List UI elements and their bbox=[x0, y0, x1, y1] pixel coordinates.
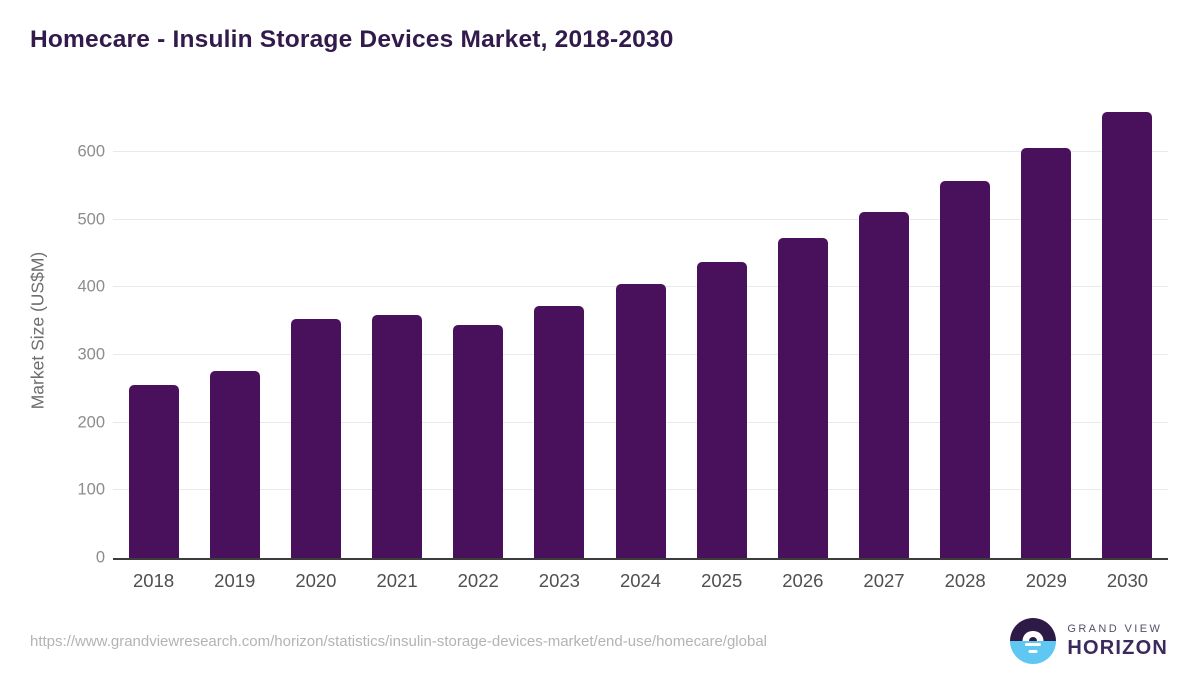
source-url: https://www.grandviewresearch.com/horizo… bbox=[30, 633, 767, 650]
x-tick-label-2023: 2023 bbox=[538, 570, 580, 591]
bar-slot-2021 bbox=[356, 98, 437, 558]
bar-slot-2026 bbox=[762, 98, 843, 558]
bar-2029 bbox=[1021, 148, 1072, 558]
x-axis-labels: 2018 2019 2020 2021 2022 2023 2024 2025 2026 2027… bbox=[113, 570, 1168, 592]
logo-reflection-line-1 bbox=[1025, 642, 1042, 647]
logo-grand-view-label: GRAND VIEW bbox=[1067, 622, 1163, 635]
bar-2019 bbox=[209, 370, 260, 558]
x-tick-label-2020: 2020 bbox=[295, 570, 337, 591]
logo-reflection-line-2 bbox=[1028, 649, 1038, 653]
bar-2018 bbox=[128, 384, 179, 558]
logo-sky-half bbox=[1010, 618, 1057, 641]
y-tick-label-100: 100 bbox=[77, 480, 105, 499]
x-tick-label-2022: 2022 bbox=[457, 570, 499, 591]
x-tick-label-2024: 2024 bbox=[619, 570, 662, 591]
x-tick-label-2021: 2021 bbox=[376, 570, 418, 591]
bar-2025 bbox=[696, 262, 747, 558]
brand-logo: GRAND VIEW HORIZON bbox=[1010, 618, 1168, 664]
bar-slot-2025 bbox=[681, 98, 762, 558]
bar-2020 bbox=[290, 318, 341, 558]
bar-slot-2030 bbox=[1087, 98, 1168, 558]
bar-slot-2022 bbox=[438, 98, 519, 558]
gridline-600 bbox=[113, 151, 1168, 153]
bar-slot-2019 bbox=[194, 98, 275, 558]
bar-2022 bbox=[453, 324, 504, 558]
chart-title: Homecare - Insulin Storage Devices Marke… bbox=[30, 26, 674, 53]
horizon-sun-icon bbox=[1010, 618, 1057, 664]
bar-slot-2024 bbox=[600, 98, 681, 558]
logo-sun-arch bbox=[1022, 630, 1044, 641]
bar-2028 bbox=[940, 180, 991, 558]
logo-horizon-label: HORIZON bbox=[1067, 636, 1168, 659]
bar-slot-2027 bbox=[843, 98, 924, 558]
x-tick-label-2028: 2028 bbox=[944, 570, 986, 591]
y-tick-label-300: 300 bbox=[77, 345, 105, 364]
bar-slot-2023 bbox=[519, 98, 600, 558]
bar-2024 bbox=[615, 284, 666, 558]
logo-text: GRAND VIEW HORIZON bbox=[1067, 623, 1168, 660]
bar-2027 bbox=[858, 211, 909, 558]
bar-slot-2028 bbox=[925, 98, 1006, 558]
bar-2030 bbox=[1102, 111, 1153, 558]
x-tick-label-2029: 2029 bbox=[1025, 570, 1067, 591]
x-tick-label-2027: 2027 bbox=[863, 570, 905, 591]
bar-2023 bbox=[534, 305, 585, 558]
bar-slot-2020 bbox=[275, 98, 356, 558]
bar-slot-2029 bbox=[1006, 98, 1087, 558]
x-tick-label-2018: 2018 bbox=[133, 570, 175, 591]
y-tick-label-600: 600 bbox=[77, 142, 105, 161]
logo-sun-arch-center bbox=[1029, 637, 1038, 641]
x-tick-label-2019: 2019 bbox=[214, 570, 256, 591]
bar-slot-2018 bbox=[113, 98, 194, 558]
x-tick-label-2026: 2026 bbox=[782, 570, 824, 591]
bar-2026 bbox=[777, 238, 828, 558]
y-tick-label-500: 500 bbox=[77, 210, 105, 229]
plot-area bbox=[113, 98, 1168, 560]
bar-series bbox=[113, 98, 1168, 558]
y-axis-ticks: 0 100 200 300 400 500 600 bbox=[40, 98, 105, 567]
y-tick-label-200: 200 bbox=[77, 413, 105, 432]
x-tick-label-2030: 2030 bbox=[1106, 570, 1149, 591]
gridline-500 bbox=[113, 218, 1168, 220]
bar-2021 bbox=[372, 315, 423, 558]
y-tick-label-400: 400 bbox=[77, 277, 105, 296]
y-tick-label-0: 0 bbox=[95, 548, 105, 567]
x-tick-label-2025: 2025 bbox=[701, 570, 743, 591]
